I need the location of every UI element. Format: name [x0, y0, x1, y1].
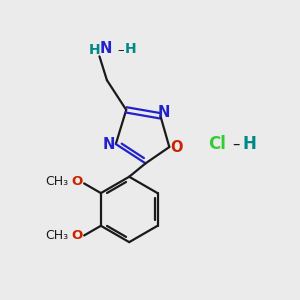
Text: N: N: [158, 105, 170, 120]
Text: O: O: [170, 140, 183, 154]
Text: H: H: [125, 42, 136, 56]
Text: N: N: [100, 41, 112, 56]
Text: O: O: [71, 229, 83, 242]
Text: –: –: [232, 136, 239, 152]
Text: Cl: Cl: [208, 135, 226, 153]
Text: H: H: [243, 135, 256, 153]
Text: O: O: [71, 176, 83, 188]
Text: CH₃: CH₃: [46, 229, 69, 242]
Text: N: N: [103, 136, 115, 152]
Text: CH₃: CH₃: [46, 176, 69, 188]
Text: –: –: [118, 44, 124, 57]
Text: H: H: [88, 44, 100, 57]
